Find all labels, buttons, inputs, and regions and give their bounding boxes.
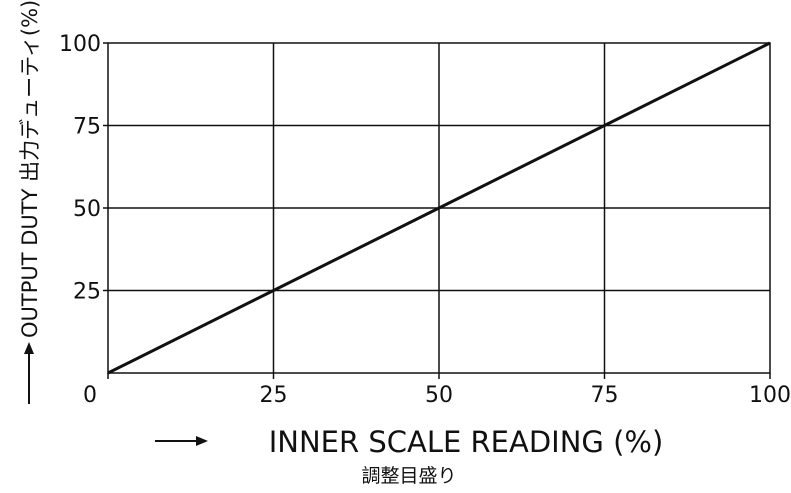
y-tick-label-50: 50 [73, 197, 101, 222]
y-axis-title: OUTPUT DUTY 出力デューティ(%) [18, 0, 42, 404]
y-tick-label-25: 25 [73, 280, 101, 305]
x-axis-label-jp: 調整目盛り [361, 465, 456, 487]
x-tick-label-75: 75 [591, 383, 619, 408]
x-axis-arrow-head [196, 436, 208, 446]
tick-labels: 0 25 50 75 100 25 50 75 100 [59, 32, 791, 408]
x-tick-label-0: 0 [83, 383, 97, 408]
x-tick-label-25: 25 [260, 383, 288, 408]
y-axis-label: OUTPUT DUTY 出力デューティ(%) [18, 0, 42, 338]
y-tick-label-100: 100 [59, 32, 101, 57]
x-axis-label: INNER SCALE READING (%) [269, 425, 664, 459]
y-axis-arrow-head [24, 342, 34, 354]
x-axis-title: INNER SCALE READING (%) 調整目盛り [155, 425, 663, 487]
x-tick-label-50: 50 [425, 383, 453, 408]
y-tick-label-75: 75 [73, 115, 101, 140]
x-tick-label-100: 100 [749, 383, 791, 408]
series [107, 41, 771, 375]
